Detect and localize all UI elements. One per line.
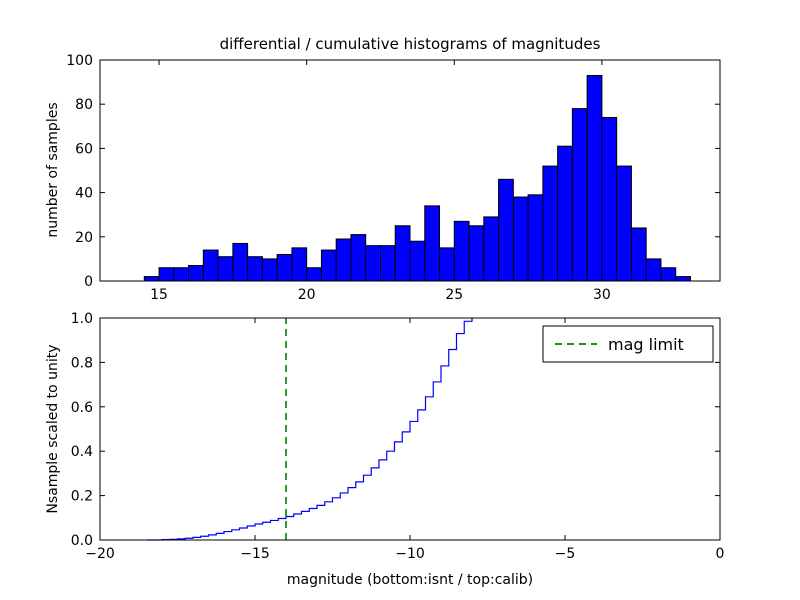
histogram-bar xyxy=(291,247,308,282)
x-tick-label: −20 xyxy=(85,546,115,562)
histogram-bar xyxy=(247,256,263,282)
histogram-bar xyxy=(350,234,367,282)
histogram-bar xyxy=(512,196,529,282)
histogram-bar xyxy=(424,205,441,282)
histogram-bar xyxy=(409,240,426,282)
y-tick-label: 0.6 xyxy=(71,400,93,416)
x-tick-label: 20 xyxy=(298,287,316,303)
histogram-bar xyxy=(306,267,322,282)
histogram-bar xyxy=(453,220,470,282)
x-tick-label: −15 xyxy=(240,546,270,562)
bottom-xlabel: magnitude (bottom:isnt / top:calib) xyxy=(287,572,533,588)
x-tick-label: 15 xyxy=(150,287,168,303)
y-tick-label: 100 xyxy=(66,53,93,69)
histogram-bar xyxy=(498,178,514,282)
histogram-bar xyxy=(143,276,160,282)
x-tick-label: −5 xyxy=(555,546,576,562)
x-tick-label: 25 xyxy=(445,287,463,303)
y-tick-label: 1.0 xyxy=(71,311,93,327)
histogram-bar xyxy=(660,267,677,282)
histogram-bar xyxy=(542,165,559,282)
histogram-bar xyxy=(571,108,588,282)
histogram-bar xyxy=(173,267,190,282)
x-tick-label: −10 xyxy=(395,546,425,562)
y-tick-label: 0.4 xyxy=(71,444,93,460)
histogram-bar xyxy=(188,265,204,282)
histogram-bar xyxy=(276,253,293,282)
x-tick-label: 30 xyxy=(593,287,611,303)
y-tick-label: 0 xyxy=(84,274,93,290)
y-tick-label: 0.8 xyxy=(71,355,93,371)
histogram-bar xyxy=(468,225,485,282)
histogram-bar xyxy=(645,258,662,282)
histogram-bar xyxy=(601,116,618,282)
histogram-bar xyxy=(483,216,500,282)
y-tick-label: 80 xyxy=(75,97,93,113)
y-tick-label: 60 xyxy=(75,141,93,157)
histogram-bar xyxy=(217,256,234,282)
histogram-bar xyxy=(394,225,411,282)
legend: mag limit xyxy=(542,325,714,363)
histogram-bar xyxy=(365,245,381,282)
histogram-bar xyxy=(616,165,632,282)
histogram-bar xyxy=(379,245,396,282)
top-ylabel: number of samples xyxy=(45,102,61,237)
histogram-bar xyxy=(232,242,249,282)
histogram-bar xyxy=(335,238,352,282)
legend-label: mag limit xyxy=(608,335,684,354)
bottom-ylabel: Nsample scaled to unity xyxy=(45,344,61,513)
histogram-bar xyxy=(261,258,278,282)
histogram-bar xyxy=(439,247,455,282)
histogram-bar xyxy=(320,249,337,282)
histogram-bar xyxy=(586,74,603,282)
histogram-bar xyxy=(202,249,219,282)
histogram-bar xyxy=(527,194,544,282)
y-tick-label: 20 xyxy=(75,230,93,246)
histogram-bar xyxy=(158,267,175,282)
plot-content: 15 20 25 30 0 20 40 60 80 100 −20 −15 −10 −5 0 0.0 0.2 0.… xyxy=(66,53,724,562)
x-tick-label: 0 xyxy=(716,546,725,562)
cumulative-step-line xyxy=(146,318,473,541)
axes-frame xyxy=(99,59,721,282)
histogram-bar xyxy=(557,145,573,282)
y-tick-label: 0.2 xyxy=(71,489,93,505)
histogram-bar xyxy=(630,227,647,282)
histogram-bar xyxy=(675,276,691,282)
y-tick-label: 40 xyxy=(75,186,93,202)
chart-title: differential / cumulative histograms of … xyxy=(220,35,601,53)
y-tick-label: 0.0 xyxy=(71,533,93,549)
